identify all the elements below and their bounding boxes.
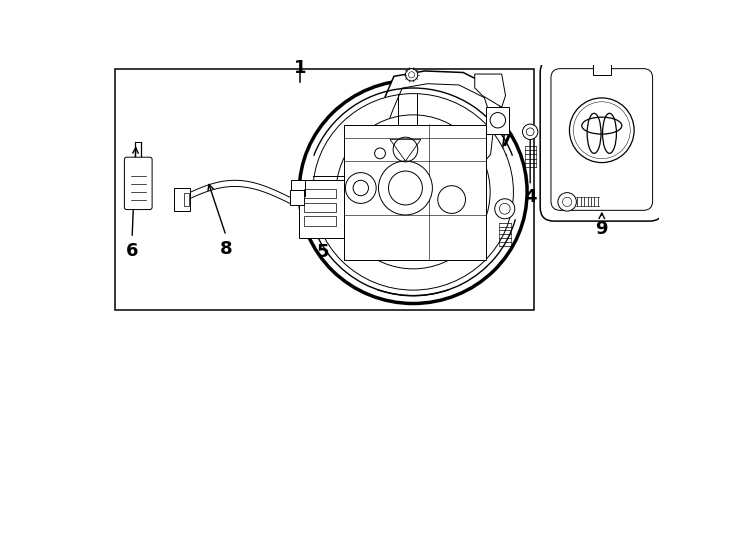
Circle shape bbox=[369, 143, 390, 164]
Bar bbox=[299, 180, 344, 238]
Polygon shape bbox=[475, 74, 506, 107]
Text: 6: 6 bbox=[126, 242, 138, 260]
Bar bbox=[421, 188, 448, 207]
FancyBboxPatch shape bbox=[540, 59, 664, 221]
Text: 8: 8 bbox=[219, 240, 233, 258]
Text: 9: 9 bbox=[595, 220, 608, 238]
Ellipse shape bbox=[336, 115, 490, 269]
Circle shape bbox=[379, 161, 432, 215]
Polygon shape bbox=[371, 71, 506, 207]
Ellipse shape bbox=[313, 93, 513, 290]
Text: 3: 3 bbox=[339, 144, 352, 163]
Circle shape bbox=[523, 124, 538, 139]
Text: 7: 7 bbox=[500, 132, 512, 150]
Bar bbox=[375, 183, 386, 192]
Circle shape bbox=[558, 193, 576, 211]
Text: 1: 1 bbox=[294, 59, 306, 77]
Bar bbox=[487, 107, 509, 134]
Bar bbox=[115, 69, 534, 309]
Bar bbox=[374, 170, 388, 180]
Bar bbox=[290, 190, 304, 205]
Text: 5: 5 bbox=[317, 244, 330, 261]
FancyBboxPatch shape bbox=[124, 157, 152, 210]
Circle shape bbox=[405, 69, 418, 81]
Text: 2: 2 bbox=[602, 193, 614, 211]
Bar bbox=[184, 193, 189, 206]
Bar bbox=[291, 180, 305, 195]
Bar bbox=[304, 217, 336, 226]
Bar bbox=[592, 63, 611, 75]
Circle shape bbox=[495, 199, 515, 219]
Bar bbox=[304, 202, 336, 212]
Bar bbox=[175, 188, 190, 211]
Bar bbox=[304, 189, 336, 198]
Bar bbox=[344, 125, 487, 260]
Ellipse shape bbox=[299, 80, 527, 303]
Bar bbox=[363, 139, 380, 168]
Text: 4: 4 bbox=[524, 188, 537, 206]
